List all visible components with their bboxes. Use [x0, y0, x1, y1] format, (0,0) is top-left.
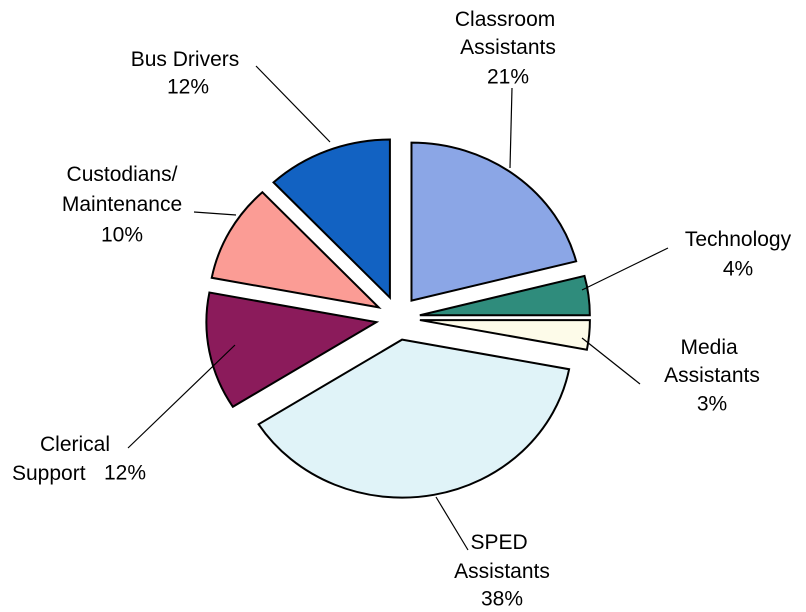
value-label: 3% — [697, 393, 727, 416]
pie-slice — [205, 291, 380, 409]
label-line: Assistants — [664, 364, 760, 387]
leader-line — [581, 247, 669, 291]
label-line: Media — [680, 336, 743, 359]
pie-slice — [272, 138, 391, 300]
slice-label: Media Assistants — [664, 336, 760, 387]
leader-line — [193, 211, 237, 216]
label-line: Assistants — [460, 36, 556, 59]
slice-label: Classroom Assistants — [455, 8, 561, 59]
label-line: Maintenance — [62, 193, 182, 216]
value-label: 12% — [104, 462, 146, 485]
leader-line — [435, 496, 469, 551]
pie-slice — [410, 141, 578, 302]
pie-slice — [210, 190, 382, 309]
leader-line — [509, 87, 513, 169]
label-line: SPED — [470, 531, 533, 554]
label-line: Bus Drivers — [131, 48, 240, 71]
pie-slice — [419, 319, 591, 351]
label-line: Clerical — [40, 433, 116, 456]
label-line: Custodians/ — [67, 163, 178, 186]
pie-slice — [257, 338, 571, 499]
slice-label: SPED Assistants — [454, 531, 550, 583]
label-line: Assistants — [454, 560, 550, 583]
label-line: Classroom — [455, 8, 561, 31]
label-line: Support — [12, 462, 86, 485]
pie-slice — [419, 274, 591, 317]
slice-label: Technology — [685, 228, 792, 251]
leader-line — [581, 337, 641, 385]
slice-label: Bus Drivers — [131, 48, 240, 71]
value-label: 38% — [481, 588, 523, 611]
leader-line — [255, 65, 331, 143]
value-label: 12% — [167, 76, 209, 99]
value-label: 4% — [723, 258, 753, 281]
value-label: 10% — [101, 224, 143, 247]
value-label: 21% — [487, 66, 529, 89]
slice-label: Custodians/Maintenance — [62, 163, 182, 216]
slice-label: Clerical Support — [12, 433, 116, 485]
label-line: Technology — [685, 228, 792, 251]
leader-line — [127, 344, 236, 449]
